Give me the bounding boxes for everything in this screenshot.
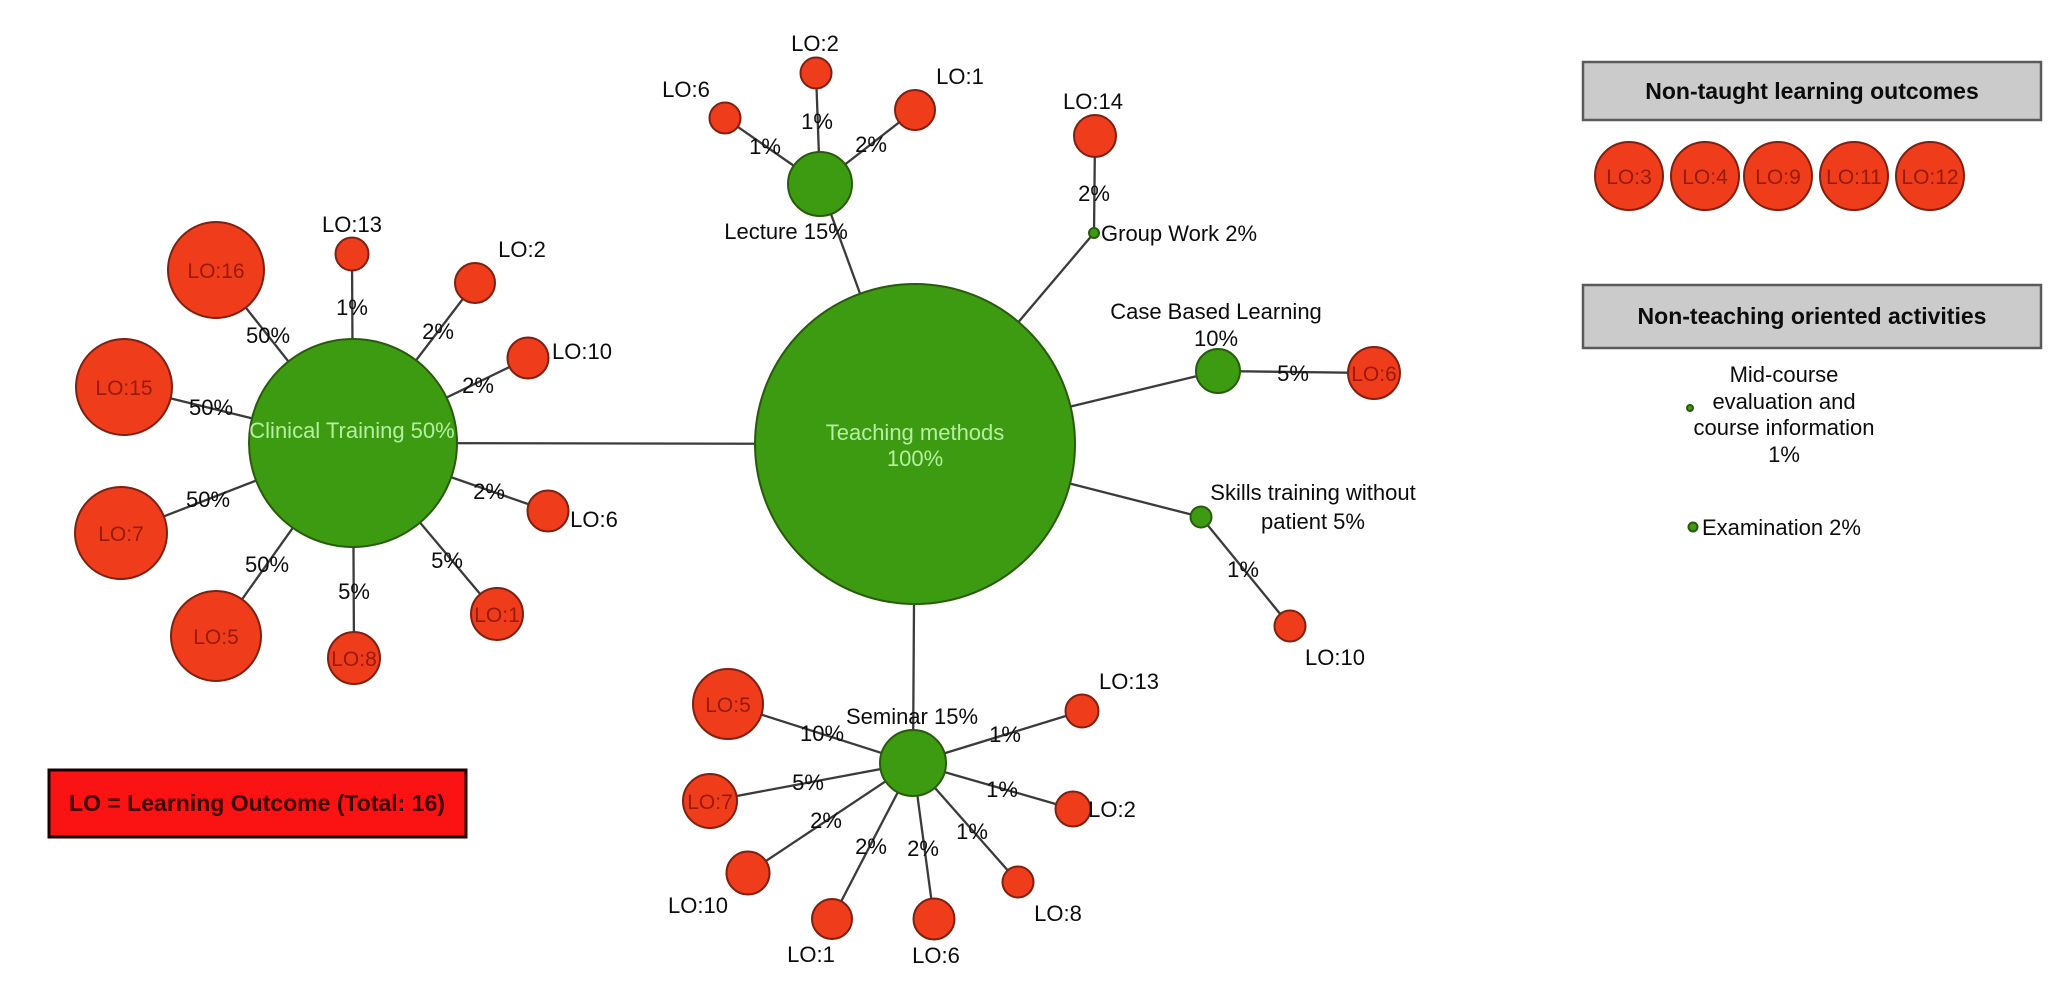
svg-text:Case Based Learning: Case Based Learning	[1110, 299, 1322, 324]
svg-text:Non-taught learning outcomes: Non-taught learning outcomes	[1645, 78, 1979, 104]
svg-text:LO:12: LO:12	[1901, 166, 1958, 189]
svg-text:2%: 2%	[855, 132, 887, 157]
svg-text:LO:13: LO:13	[322, 212, 382, 237]
svg-text:LO:10: LO:10	[1305, 645, 1365, 670]
svg-text:LO:8: LO:8	[1034, 901, 1082, 926]
svg-text:Mid-course: Mid-course	[1730, 362, 1839, 387]
svg-text:LO:1: LO:1	[787, 942, 835, 967]
svg-text:LO:5: LO:5	[705, 694, 751, 717]
svg-text:LO:15: LO:15	[95, 377, 152, 400]
svg-text:1%: 1%	[986, 777, 1018, 802]
svg-text:1%: 1%	[989, 722, 1021, 747]
svg-text:LO:3: LO:3	[1606, 166, 1652, 189]
svg-text:100%: 100%	[887, 446, 943, 471]
svg-text:course information: course information	[1694, 415, 1875, 440]
svg-text:2%: 2%	[462, 373, 494, 398]
svg-text:1%: 1%	[801, 109, 833, 134]
svg-text:Skills training without: Skills training without	[1210, 480, 1415, 505]
svg-text:LO:1: LO:1	[936, 64, 984, 89]
svg-text:LO:9: LO:9	[1755, 166, 1801, 189]
svg-text:LO:13: LO:13	[1099, 669, 1159, 694]
svg-text:LO:10: LO:10	[668, 893, 728, 918]
svg-text:Group Work 2%: Group Work 2%	[1101, 221, 1257, 246]
svg-text:50%: 50%	[189, 395, 233, 420]
svg-text:LO:6: LO:6	[912, 943, 960, 968]
svg-text:1%: 1%	[956, 819, 988, 844]
svg-text:LO:16: LO:16	[187, 260, 244, 283]
svg-text:Lecture 15%: Lecture 15%	[724, 219, 848, 244]
svg-text:LO:14: LO:14	[1063, 89, 1123, 114]
svg-text:evaluation and: evaluation and	[1712, 389, 1855, 414]
svg-text:LO:4: LO:4	[1682, 166, 1728, 189]
svg-text:LO:2: LO:2	[498, 237, 546, 262]
svg-text:Examination 2%: Examination 2%	[1702, 515, 1861, 540]
svg-text:LO:6: LO:6	[570, 507, 618, 532]
svg-text:LO:2: LO:2	[1088, 797, 1136, 822]
svg-text:5%: 5%	[338, 579, 370, 604]
svg-text:Teaching methods: Teaching methods	[826, 420, 1005, 445]
svg-text:2%: 2%	[907, 836, 939, 861]
svg-text:LO:5: LO:5	[193, 626, 239, 649]
svg-text:50%: 50%	[246, 323, 290, 348]
svg-text:1%: 1%	[1768, 442, 1800, 467]
svg-text:LO:10: LO:10	[552, 339, 612, 364]
svg-text:2%: 2%	[1078, 181, 1110, 206]
svg-text:5%: 5%	[431, 548, 463, 573]
svg-text:50%: 50%	[186, 487, 230, 512]
svg-text:1%: 1%	[1227, 557, 1259, 582]
svg-text:5%: 5%	[792, 770, 824, 795]
svg-text:LO:2: LO:2	[791, 31, 839, 56]
svg-text:LO:6: LO:6	[662, 77, 710, 102]
svg-text:Seminar 15%: Seminar 15%	[846, 704, 978, 729]
svg-text:LO:11: LO:11	[1826, 166, 1882, 189]
svg-text:LO:7: LO:7	[687, 791, 733, 814]
svg-text:2%: 2%	[855, 834, 887, 859]
svg-text:LO = Learning Outcome (Total:: LO = Learning Outcome (Total: 16)	[69, 790, 445, 816]
svg-text:2%: 2%	[473, 479, 505, 504]
svg-text:10%: 10%	[800, 721, 844, 746]
svg-text:patient 5%: patient 5%	[1261, 509, 1365, 534]
svg-text:10%: 10%	[1194, 326, 1238, 351]
svg-text:LO:7: LO:7	[98, 523, 144, 546]
svg-text:1%: 1%	[336, 295, 368, 320]
svg-text:LO:8: LO:8	[331, 648, 377, 671]
svg-text:1%: 1%	[749, 134, 781, 159]
svg-text:2%: 2%	[810, 808, 842, 833]
svg-text:50%: 50%	[245, 552, 289, 577]
svg-text:5%: 5%	[1277, 361, 1309, 386]
svg-text:LO:6: LO:6	[1351, 363, 1397, 386]
svg-text:Non-teaching oriented activiti: Non-teaching oriented activities	[1638, 303, 1987, 329]
svg-text:Clinical Training 50%: Clinical Training 50%	[249, 418, 454, 443]
svg-text:2%: 2%	[422, 319, 454, 344]
svg-text:LO:1: LO:1	[474, 604, 520, 627]
